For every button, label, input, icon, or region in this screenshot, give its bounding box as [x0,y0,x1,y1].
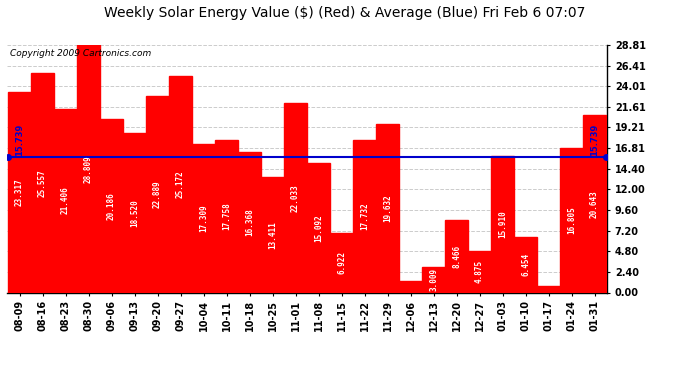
Text: 16.368: 16.368 [245,209,254,236]
Text: 6.922: 6.922 [337,251,346,274]
Bar [400,281,422,292]
Bar [55,109,77,292]
Bar [124,134,146,292]
Bar [584,115,606,292]
Text: 17.758: 17.758 [222,202,231,230]
Bar [353,140,376,292]
Text: 25.557: 25.557 [38,169,47,196]
Text: 20.186: 20.186 [107,192,116,220]
Bar [469,251,491,292]
Text: 17.309: 17.309 [199,204,208,232]
Bar [284,103,307,292]
Bar [491,156,513,292]
Bar [262,177,284,292]
Bar [514,237,537,292]
Text: 6.454: 6.454 [521,253,530,276]
Text: 20.643: 20.643 [590,190,599,218]
Bar [146,96,169,292]
Bar [377,124,399,292]
Bar [77,45,100,292]
Bar [538,286,560,292]
Text: 13.411: 13.411 [268,221,277,249]
Text: 8.466: 8.466 [452,244,461,268]
Bar [101,119,123,292]
Text: 21.406: 21.406 [61,187,70,214]
Bar [331,233,353,292]
Text: Weekly Solar Energy Value ($) (Red) & Average (Blue) Fri Feb 6 07:07: Weekly Solar Energy Value ($) (Red) & Av… [104,6,586,20]
Bar [308,163,330,292]
Text: 15.739: 15.739 [590,123,599,156]
Bar [170,76,192,292]
Text: 17.732: 17.732 [360,202,369,230]
Text: 22.033: 22.033 [291,184,300,212]
Bar [560,148,582,292]
Text: 28.809: 28.809 [84,155,93,183]
Text: 25.172: 25.172 [176,171,185,198]
Text: 19.632: 19.632 [383,194,392,222]
Bar [32,73,54,292]
Bar [239,152,261,292]
Text: 22.889: 22.889 [153,180,162,208]
Bar [422,267,445,292]
Text: 23.317: 23.317 [15,178,24,206]
Bar [193,144,215,292]
Text: 18.520: 18.520 [130,199,139,227]
Text: 15.910: 15.910 [498,210,507,238]
Text: 4.875: 4.875 [475,260,484,283]
Bar [446,220,468,292]
Bar [215,140,238,292]
Text: 3.009: 3.009 [429,268,438,291]
Text: 15.739: 15.739 [15,123,24,156]
Text: 15.092: 15.092 [314,214,323,242]
Text: Copyright 2009 Cartronics.com: Copyright 2009 Cartronics.com [10,49,151,58]
Text: 16.805: 16.805 [567,207,576,234]
Bar [8,92,31,292]
